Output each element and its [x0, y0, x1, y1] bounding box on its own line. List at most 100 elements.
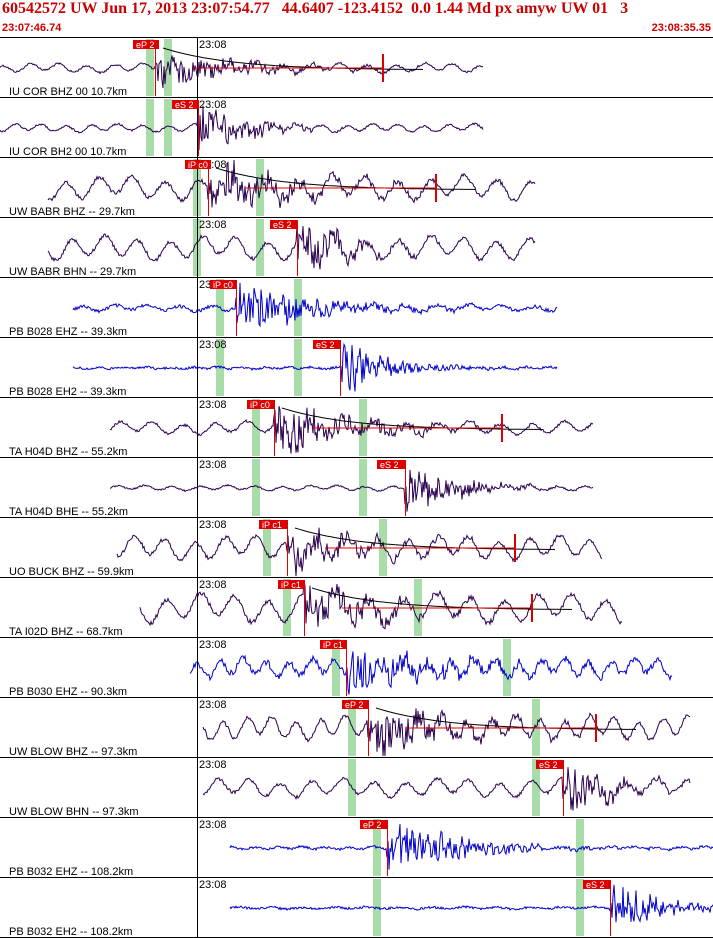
- station-label: UW BLOW BHN -- 97.3km: [9, 806, 139, 818]
- pick-label-box: [278, 580, 304, 589]
- station-label: IU COR BHZ 00 10.7km: [9, 86, 127, 98]
- pick-label-box: [133, 40, 159, 49]
- coda-fit-curve: [162, 47, 424, 70]
- coda-fit-curve: [294, 527, 556, 550]
- s-phase-band: [503, 639, 511, 696]
- waveform-trace: [189, 650, 673, 695]
- station-label: UO BUCK BHZ -- 59.9km: [9, 566, 134, 578]
- station-label: PB B028 EHZ -- 39.3km: [9, 326, 127, 338]
- pick-label: iP c0: [213, 280, 233, 290]
- p-phase-band: [263, 519, 271, 576]
- pick-label-box: [185, 160, 211, 169]
- s-phase-band: [532, 759, 540, 816]
- p-phase-band: [146, 39, 154, 96]
- p-phase-band: [283, 579, 291, 636]
- station-label: IU COR BH2 00 10.7km: [9, 146, 126, 158]
- station-label: UW BLOW BHZ -- 97.3km: [9, 746, 137, 758]
- window-start-time: 23:07:46.74: [2, 22, 62, 34]
- station-label: PB B032 EH2 -- 108.2km: [9, 926, 133, 938]
- p-phase-band: [348, 699, 356, 756]
- pick-label: iP c0: [250, 400, 270, 410]
- coda-fit-curve: [311, 587, 573, 610]
- waveform-trace: [0, 105, 484, 151]
- pick-label-box: [313, 340, 340, 349]
- minute-tick-label: 23:08: [199, 819, 227, 831]
- pick-label: eP 2: [345, 700, 363, 710]
- pick-label: eS 2: [586, 880, 605, 890]
- waveform-trace: [47, 225, 536, 270]
- station-label: UW BABR BHZ -- 29.7km: [9, 206, 135, 218]
- window-end-time: 23:08:35.35: [651, 22, 711, 34]
- pick-label-box: [342, 700, 368, 709]
- pick-label-box: [536, 760, 563, 769]
- s-phase-band: [294, 279, 302, 336]
- waveform-trace: [72, 282, 558, 328]
- waveform-trace: [202, 767, 691, 811]
- station-label: PB B028 EH2 -- 39.3km: [9, 386, 126, 398]
- minute-tick-label: 23:08: [199, 219, 227, 231]
- pick-label-box: [259, 520, 287, 529]
- waveform-trace: [202, 708, 691, 757]
- pick-label-box: [377, 460, 405, 469]
- s-phase-band: [359, 459, 367, 516]
- waveform-trace: [47, 159, 536, 209]
- waveform-trace: [139, 579, 623, 630]
- waveform-trace: [229, 884, 713, 923]
- station-label: PB B032 EHZ -- 108.2km: [9, 866, 133, 878]
- minute-tick-label: 23:08: [199, 579, 227, 591]
- station-label: TA I02D BHZ -- 68.7km: [9, 626, 123, 638]
- p-phase-band: [252, 459, 260, 516]
- minute-tick-label: 23:08: [199, 699, 227, 711]
- event-title: 60542572 UW Jun 17, 2013 23:07:54.77 44.…: [2, 0, 629, 17]
- pick-label-box: [270, 220, 297, 229]
- coda-fit-curve: [375, 707, 637, 730]
- coda-fit-curve: [215, 167, 477, 190]
- pick-label: eS 2: [380, 460, 399, 470]
- minute-tick-label: 23:08: [199, 39, 227, 51]
- p-phase-band: [146, 99, 154, 156]
- pick-label: eS 2: [316, 340, 335, 350]
- seismogram-plot[interactable]: 23:08 eP 2 IU COR BHZ 00 10.7km 23:08 eS 2 IU…: [0, 37, 713, 938]
- pick-label-box: [583, 880, 610, 889]
- waveform-trace: [116, 527, 603, 577]
- pick-label: iP c1: [262, 520, 282, 530]
- minute-tick-label: 23:08: [199, 759, 227, 771]
- p-phase-band: [332, 639, 340, 696]
- pick-label-box: [320, 640, 346, 649]
- minute-tick-label: 23:08: [199, 339, 227, 351]
- waveform-trace: [109, 469, 594, 512]
- waveform-trace: [229, 824, 713, 870]
- station-label: PB B030 EHZ -- 90.3km: [9, 686, 127, 698]
- minute-tick-label: 23:08: [199, 99, 227, 111]
- station-label: UW BABR BHN -- 29.7km: [9, 266, 136, 278]
- station-label: TA H04D BHE -- 55.2km: [9, 506, 128, 518]
- pick-label: eP 2: [136, 40, 154, 50]
- minute-tick-label: 23:08: [199, 879, 227, 891]
- s-phase-band: [164, 39, 172, 96]
- pick-label: iP c1: [281, 580, 301, 590]
- pick-label-box: [172, 100, 198, 109]
- pick-label: eS 2: [539, 760, 558, 770]
- pick-label: eS 2: [273, 220, 292, 230]
- minute-tick-label: 23:08: [199, 639, 227, 651]
- pick-label-box: [360, 820, 387, 829]
- waveform-trace: [109, 406, 594, 454]
- minute-tick-label: 23:08: [199, 399, 227, 411]
- waveform-trace: [72, 342, 558, 392]
- p-phase-band: [373, 819, 381, 876]
- minute-tick-label: 23:08: [199, 459, 227, 471]
- coda-fit-curve: [281, 407, 543, 430]
- pick-label: eS 2: [175, 100, 194, 110]
- station-label: TA H04D BHZ -- 55.2km: [9, 446, 127, 458]
- pick-label-box: [210, 280, 236, 289]
- waveform-trace: [0, 55, 484, 89]
- pick-label: eP 2: [363, 820, 381, 830]
- pick-label: iP c1: [323, 640, 343, 650]
- s-phase-band: [164, 99, 172, 156]
- minute-tick-label: 23:08: [199, 519, 227, 531]
- s-phase-band: [256, 219, 264, 276]
- s-phase-band: [576, 879, 584, 936]
- pick-label-box: [247, 400, 274, 409]
- pick-label: iP c0: [188, 160, 208, 170]
- header: 60542572 UW Jun 17, 2013 23:07:54.77 44.…: [0, 0, 713, 37]
